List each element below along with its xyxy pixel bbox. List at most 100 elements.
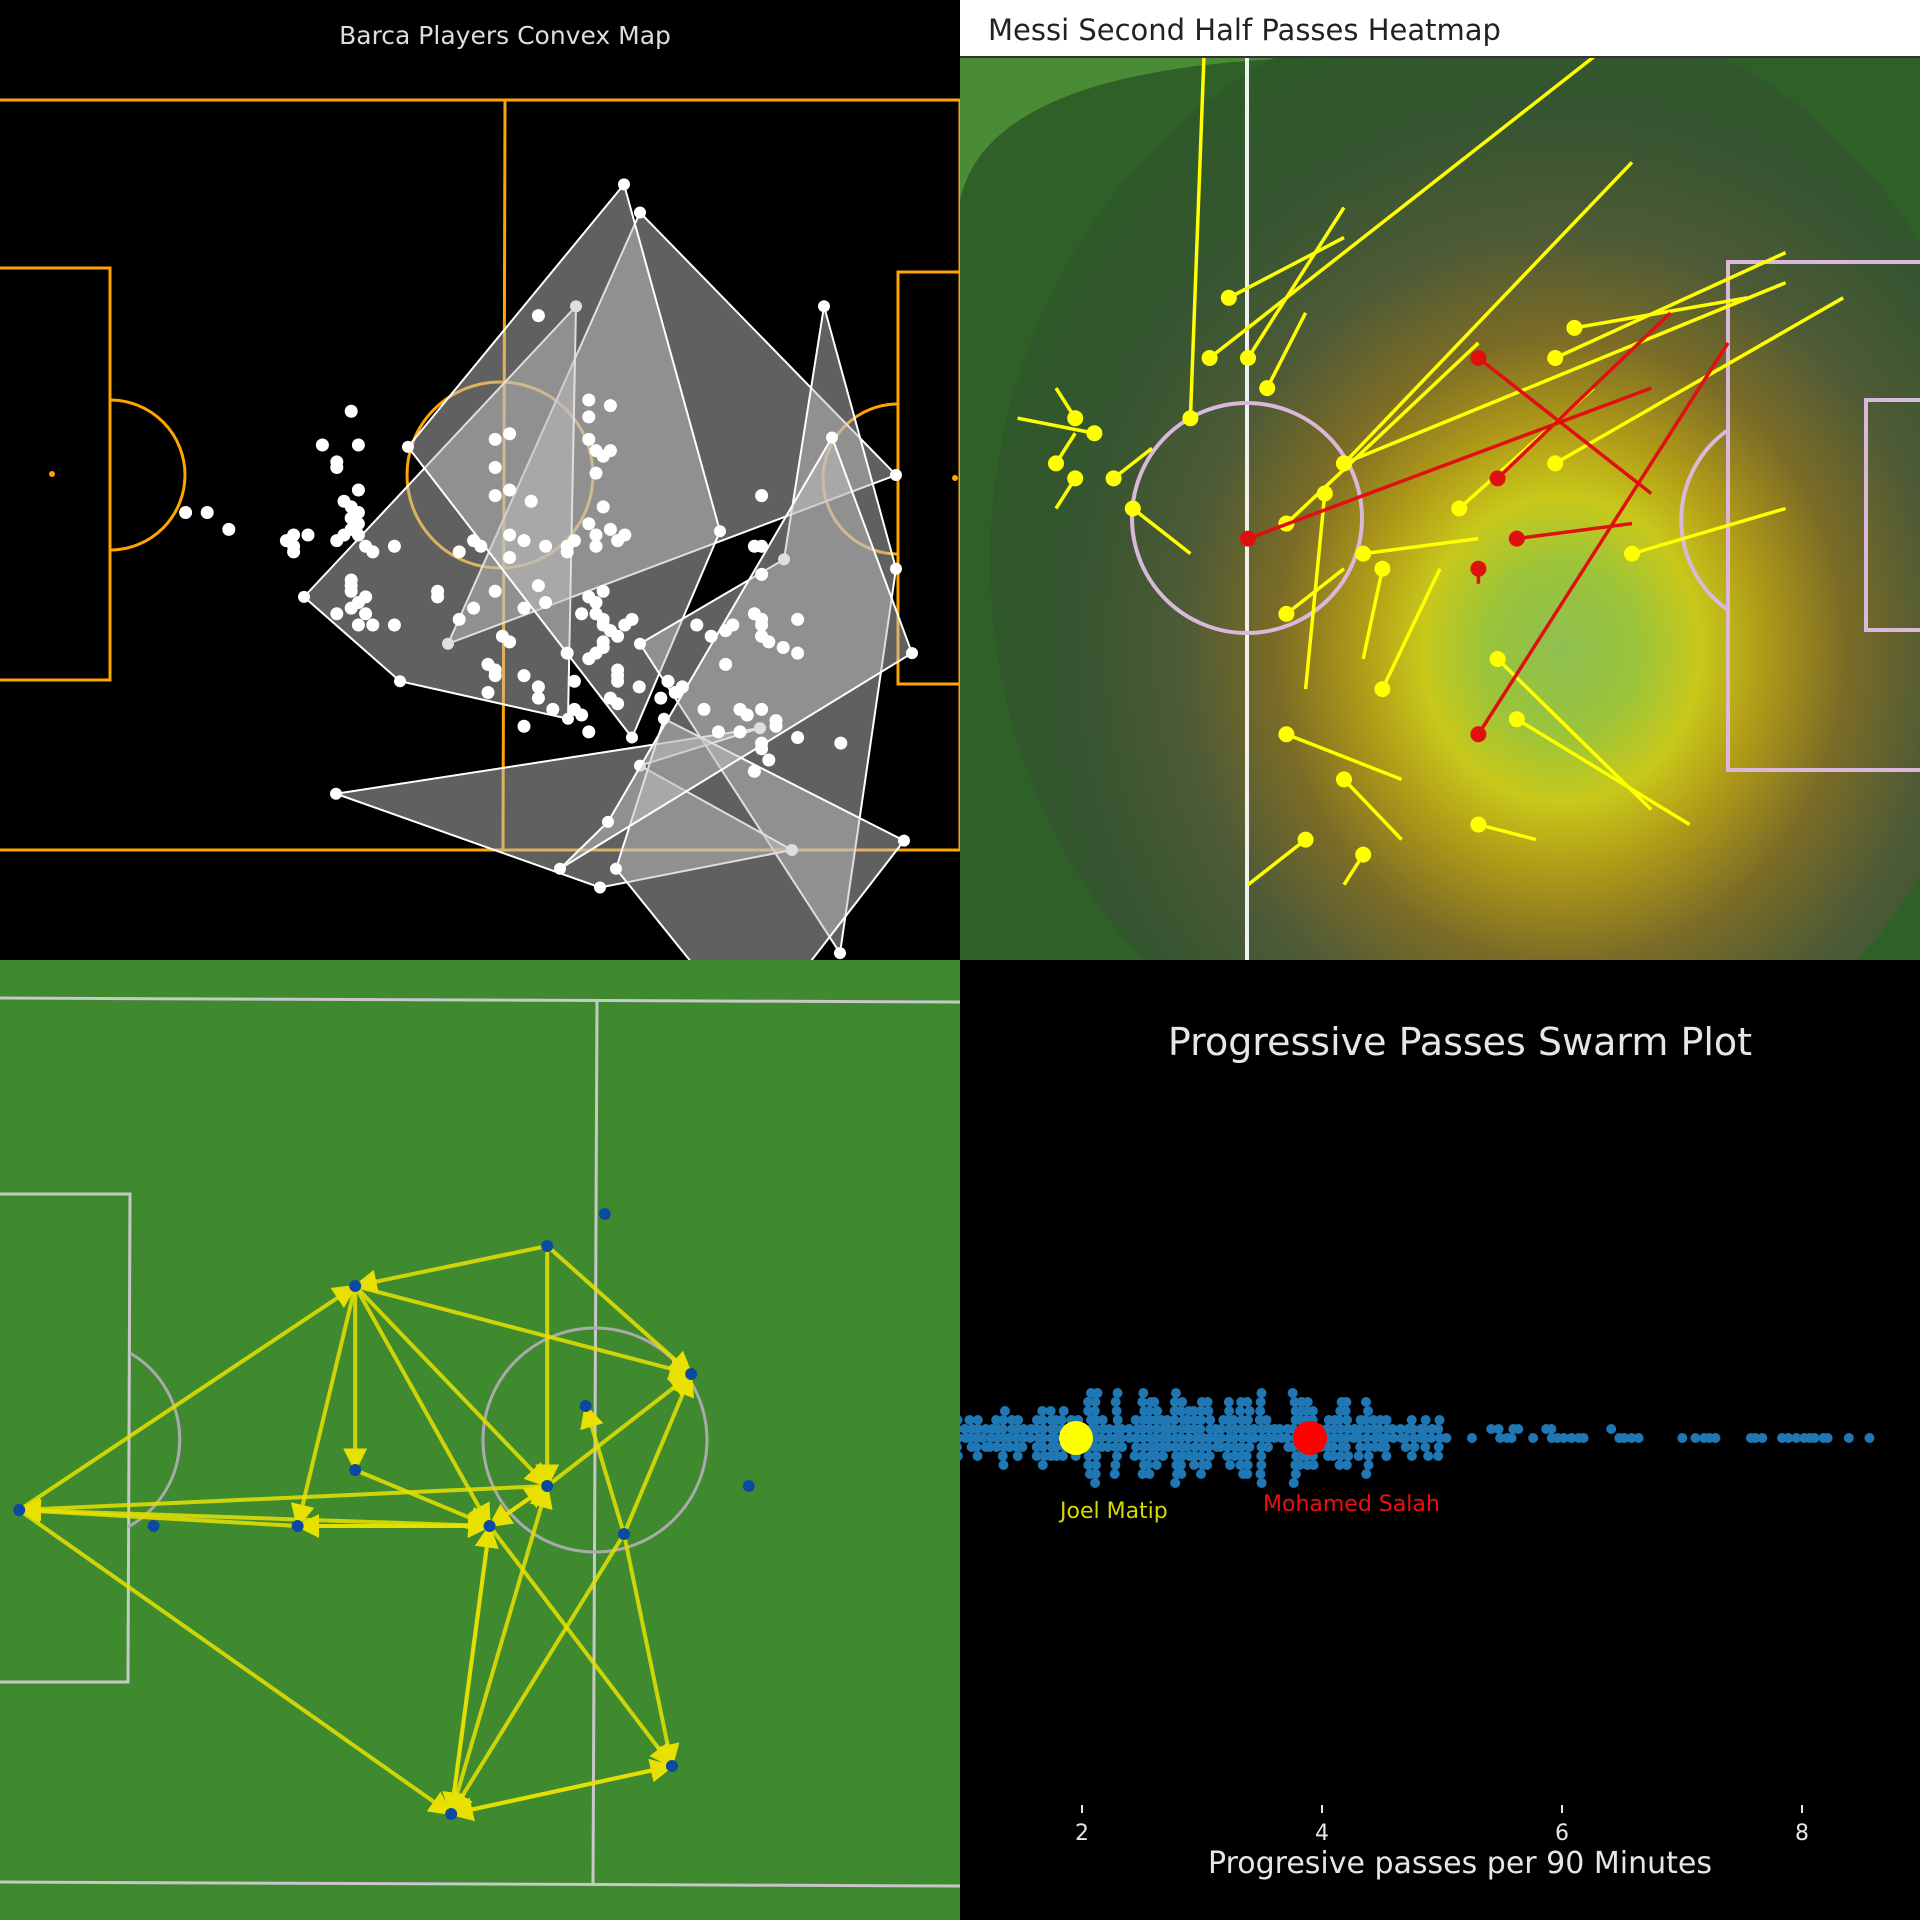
pass-arrow bbox=[354, 1468, 492, 1529]
pass-yellow-line bbox=[1362, 536, 1479, 556]
swarm-point bbox=[1109, 1469, 1120, 1479]
swarm-point bbox=[1341, 1433, 1352, 1443]
player-node bbox=[349, 1280, 362, 1292]
swarm-point bbox=[1031, 1424, 1042, 1434]
pass-yellow-line bbox=[1017, 416, 1095, 435]
touch-point bbox=[611, 674, 625, 688]
pass-yellow-line bbox=[1515, 717, 1691, 827]
swarm-point bbox=[1012, 1451, 1023, 1461]
touch-point bbox=[503, 427, 517, 441]
touch-point bbox=[488, 584, 502, 598]
swarm-point bbox=[1045, 1406, 1056, 1416]
touch-point bbox=[560, 545, 574, 559]
touch-point bbox=[755, 539, 769, 553]
touch-point bbox=[611, 629, 625, 643]
swarm-point bbox=[1374, 1424, 1385, 1434]
pass-arrow bbox=[580, 1403, 626, 1535]
swarm-point bbox=[1822, 1433, 1833, 1443]
pass-yellow-origin bbox=[1336, 771, 1352, 788]
swarm-point bbox=[1037, 1415, 1048, 1425]
pass-yellow-line bbox=[1361, 568, 1385, 660]
touch-point bbox=[315, 438, 329, 452]
heatmap-panel: Messi Second Half Passes Heatmap bbox=[960, 0, 1920, 960]
swarm-label-salah: Mohamed Salah bbox=[1263, 1492, 1440, 1517]
pass-yellow-origin bbox=[1182, 410, 1199, 427]
swarm-point bbox=[1091, 1424, 1102, 1434]
player-node bbox=[579, 1400, 592, 1412]
swarm-point bbox=[1150, 1433, 1161, 1443]
swarm-point bbox=[1112, 1388, 1123, 1398]
swarm-point bbox=[1242, 1469, 1253, 1479]
touch-point bbox=[222, 522, 236, 536]
swarm-point bbox=[971, 1442, 982, 1452]
swarm-point bbox=[1037, 1442, 1048, 1452]
pass-yellow bbox=[1355, 536, 1479, 562]
swarm-point bbox=[1228, 1415, 1239, 1425]
swarm-point bbox=[1102, 1442, 1113, 1452]
pass-yellow-line bbox=[1631, 506, 1787, 556]
swarm-point bbox=[1400, 1442, 1411, 1452]
left-arc bbox=[109, 398, 187, 552]
convex-map-chart: Barca Players Convex Map bbox=[0, 21, 960, 960]
swarm-point bbox=[1138, 1388, 1149, 1398]
swarm-point bbox=[1340, 1406, 1351, 1416]
swarm-point bbox=[1139, 1442, 1150, 1452]
touch-point bbox=[740, 708, 754, 722]
penalty-box bbox=[0, 1192, 132, 1684]
swarm-point bbox=[1090, 1415, 1101, 1425]
pass-yellow bbox=[1054, 387, 1084, 427]
density-core bbox=[990, 0, 1920, 960]
swarm-point bbox=[973, 1424, 984, 1434]
swarm-point bbox=[1110, 1397, 1121, 1407]
touch-point bbox=[618, 618, 632, 632]
touch-point bbox=[330, 534, 344, 548]
touch-point bbox=[704, 629, 718, 643]
swarm-point bbox=[997, 1451, 1008, 1461]
swarm-point bbox=[1486, 1424, 1497, 1434]
pass-yellow-line bbox=[1208, 25, 1634, 360]
swarm-point bbox=[1222, 1451, 1233, 1461]
pass-arrow bbox=[353, 1285, 492, 1529]
touch-point bbox=[179, 506, 193, 519]
swarm-point bbox=[1058, 1406, 1069, 1416]
swarm-point bbox=[1177, 1451, 1188, 1461]
pass-yellow bbox=[1240, 206, 1346, 366]
swarm-point bbox=[1256, 1451, 1267, 1461]
pass-yellow-line bbox=[1574, 296, 1748, 330]
swarm-point bbox=[1037, 1406, 1048, 1416]
hull-vertex bbox=[602, 815, 614, 828]
pass-red bbox=[1240, 386, 1652, 547]
x-tick-label: 2 bbox=[1075, 1821, 1089, 1846]
swarm-point bbox=[1241, 1451, 1252, 1461]
touch-point bbox=[755, 567, 769, 581]
touch-point bbox=[351, 528, 365, 542]
hull-vertex bbox=[818, 300, 830, 313]
pass-yellow-line bbox=[1227, 236, 1345, 300]
swarm-point bbox=[1057, 1451, 1068, 1461]
swarm-point bbox=[960, 1415, 963, 1425]
swarm-point bbox=[1225, 1460, 1236, 1470]
swarm-point bbox=[1407, 1424, 1418, 1434]
swarm-point bbox=[1426, 1433, 1437, 1443]
swarm-point bbox=[1287, 1388, 1298, 1398]
pass-yellow-line bbox=[1265, 312, 1308, 389]
swarm-point bbox=[1163, 1442, 1174, 1452]
touch-point bbox=[481, 686, 495, 699]
touch-point bbox=[344, 601, 358, 615]
swarm-point bbox=[1013, 1415, 1024, 1425]
hull-vertex bbox=[906, 647, 918, 660]
touch-point bbox=[596, 584, 610, 598]
swarm-point bbox=[1274, 1424, 1285, 1434]
swarm-point bbox=[1188, 1406, 1199, 1416]
touch-point bbox=[495, 629, 509, 643]
touch-point bbox=[431, 590, 445, 604]
hull-vertex bbox=[610, 862, 622, 875]
touch-point bbox=[603, 522, 617, 536]
swarm-point bbox=[1152, 1406, 1163, 1416]
swarm-point bbox=[960, 1424, 970, 1434]
swarm-point bbox=[1335, 1451, 1346, 1461]
swarm-point bbox=[1131, 1442, 1142, 1452]
touch-point bbox=[755, 702, 769, 716]
swarm-point bbox=[1328, 1451, 1339, 1461]
hull-vertex bbox=[826, 431, 838, 444]
